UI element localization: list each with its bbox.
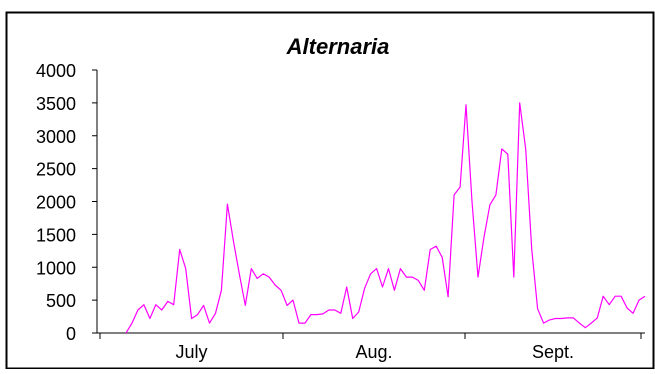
chart-title: Alternaria: [286, 34, 390, 59]
x-month-label: Sept.: [532, 342, 574, 362]
y-tick-label: 0: [66, 324, 76, 344]
y-tick-label: 3000: [36, 127, 76, 147]
plot-area: [125, 102, 646, 334]
y-tick-label: 2500: [36, 160, 76, 180]
x-month-label: July: [175, 342, 207, 362]
y-tick-label: 1500: [36, 225, 76, 245]
chart-border: [5, 11, 655, 370]
x-axis: July Aug. Sept.: [97, 332, 645, 362]
y-tick-label: 500: [46, 291, 76, 311]
y-tick-label: 3500: [36, 94, 76, 114]
y-axis: 0 500 1000 1500 2000 2500 3000 3500 4000: [36, 61, 98, 344]
series-line: [125, 102, 646, 334]
y-tick-label: 4000: [36, 61, 76, 81]
y-tick-label: 1000: [36, 258, 76, 278]
y-tick-label: 2000: [36, 193, 76, 213]
x-month-label: Aug.: [355, 342, 392, 362]
